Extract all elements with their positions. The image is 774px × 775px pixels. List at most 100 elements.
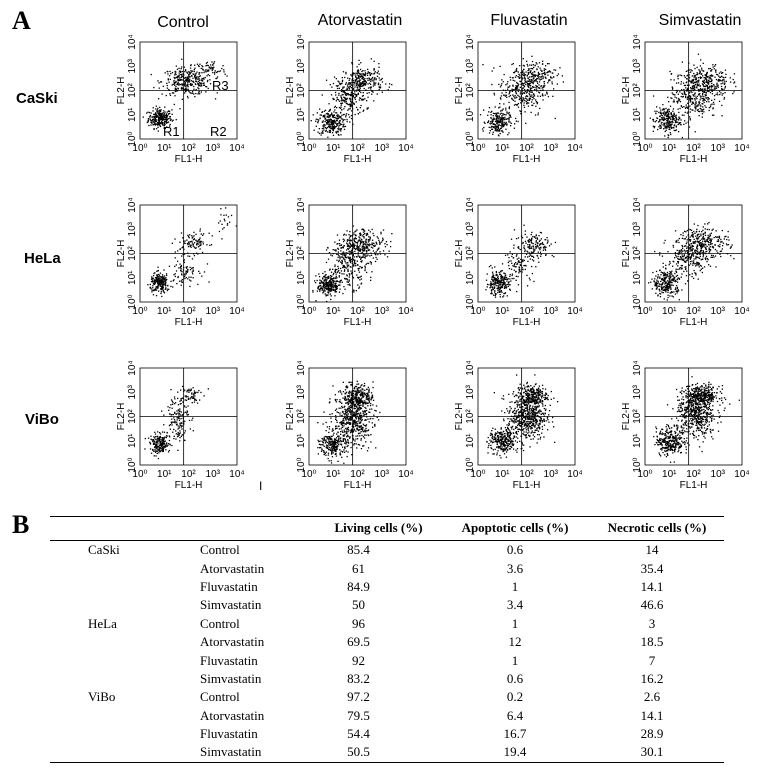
scatter-point [519,93,522,95]
scatter-point [202,66,204,68]
scatter-point [189,67,192,69]
scatter-point [361,95,364,97]
scatter-point [163,119,165,121]
scatter-point [703,266,706,268]
scatter-point [550,243,552,245]
scatter-point [515,120,517,122]
scatter-point [358,74,360,77]
y-tick-label: 10¹ [296,107,307,122]
scatter-point [707,86,709,88]
scatter-point [322,286,324,288]
scatter-point [337,133,339,136]
scatter-point [539,95,542,97]
scatter-point [505,278,507,280]
scatter-point [666,285,669,287]
scatter-point [729,77,731,79]
scatter-point [523,224,525,226]
scatter-point [150,278,153,280]
scatter-point [206,61,209,63]
scatter-point [193,255,196,257]
scatter-point [532,78,534,80]
scatter-point [667,282,669,284]
scatter-point [353,84,355,86]
scatter-point [170,73,172,75]
scatter-point [493,118,496,120]
scatter-point [175,65,177,67]
scatter-point [678,241,680,244]
scatter-point [186,72,188,74]
scatter-point [685,268,687,270]
scatter-point [339,272,341,274]
scatter-point [328,110,330,112]
scatter-point [496,113,498,115]
scatter-point [159,114,161,117]
scatter-point [198,90,200,93]
scatter-point [201,65,203,67]
scatter-point [195,77,197,79]
scatter-point [339,82,341,84]
scatter-point [190,80,192,82]
scatter-point [152,282,155,284]
scatter-point [677,265,679,267]
scatter-point [500,287,502,290]
scatter-point [175,264,177,266]
scatter-point [157,277,160,280]
scatter-point [515,103,517,106]
scatter-point [510,116,512,118]
scatter-point [184,90,187,93]
scatter-point [654,125,656,128]
scatter-point [364,269,366,272]
scatter-point [717,80,719,82]
scatter-point [515,117,517,120]
y-tick-label: 10³ [632,58,643,73]
scatter-point [198,84,201,87]
scatter-point [352,258,355,261]
scatter-point [676,292,678,294]
scatter-point [683,258,685,260]
scatter-point [678,117,681,120]
scatter-point [189,255,191,257]
scatter-point [495,274,497,277]
scatter-point [323,284,325,286]
scatter-point [681,264,683,267]
scatter-point [518,269,521,271]
scatter-point [510,268,513,270]
scatter-point [362,234,365,236]
scatter-point [318,132,321,135]
scatter-point [375,241,377,243]
scatter-point [323,129,325,131]
scatter-point [372,76,374,79]
scatter-point [347,257,350,259]
scatter-point [523,92,525,94]
scatter-point [347,265,349,267]
y-tick-label: 10³ [296,58,307,73]
scatter-point [363,81,365,83]
scatter-point [531,73,533,76]
scatter-point [517,237,520,239]
scatter-point [341,123,343,126]
scatter-point [723,98,725,100]
scatter-point [359,75,361,77]
scatter-point [531,81,533,83]
scatter-point [524,111,526,113]
scatter-point [194,64,196,66]
scatter-point [677,75,679,78]
scatter-point [341,80,344,83]
row-title-caski: CaSki [16,90,58,107]
scatter-point [492,126,494,128]
scatter-point [543,69,545,72]
scatter-point [662,112,665,114]
scatter-point [491,278,493,280]
scatter-point [325,280,328,282]
scatter-point [348,103,350,106]
scatter-point [358,80,360,83]
scatter-point [319,290,321,292]
scatter-point [160,81,163,83]
scatter-point [688,69,690,71]
scatter-point [548,71,551,73]
scatter-point [720,83,722,85]
scatter-point [493,117,495,119]
scatter-point [691,273,693,275]
scatter-point [495,115,497,117]
scatter-point [352,72,354,74]
